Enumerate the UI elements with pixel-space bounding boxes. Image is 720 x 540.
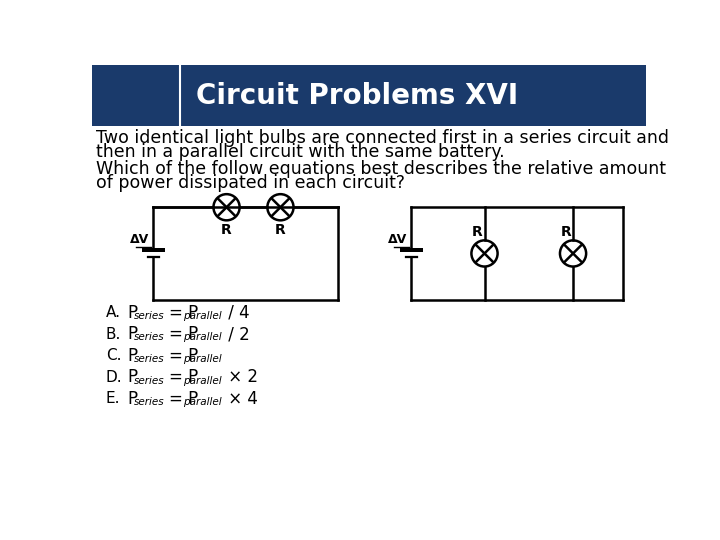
Text: ΔV: ΔV [388, 233, 408, 246]
Text: C.: C. [106, 348, 121, 363]
Bar [92, 65, 647, 126]
Text: R: R [221, 222, 232, 237]
Text: = P: = P [168, 368, 198, 387]
Text: ΔV: ΔV [130, 233, 150, 246]
Text: R: R [472, 225, 483, 239]
Bar [92, 126, 647, 481]
Text: B.: B. [106, 327, 121, 342]
Text: parallel: parallel [183, 354, 221, 364]
Text: series: series [134, 375, 165, 386]
Text: × 4: × 4 [222, 390, 258, 408]
Text: A.: A. [106, 305, 121, 320]
Text: = P: = P [168, 325, 198, 343]
Text: × 2: × 2 [222, 368, 258, 387]
Text: parallel: parallel [183, 311, 221, 321]
Text: P: P [127, 303, 138, 322]
Text: D.: D. [106, 370, 122, 385]
Text: P: P [127, 347, 138, 365]
Text: R: R [561, 225, 572, 239]
Text: / 4: / 4 [222, 303, 249, 322]
Text: P: P [127, 368, 138, 387]
Text: series: series [134, 397, 165, 407]
Text: = P: = P [168, 347, 198, 365]
Text: E.: E. [106, 392, 120, 407]
Text: R: R [275, 222, 286, 237]
Text: = P: = P [168, 390, 198, 408]
Text: / 2: / 2 [222, 325, 249, 343]
Text: then in a parallel circuit with the same battery.: then in a parallel circuit with the same… [96, 143, 504, 161]
Text: parallel: parallel [183, 397, 221, 407]
Text: parallel: parallel [183, 333, 221, 342]
Text: series: series [134, 311, 165, 321]
Text: P: P [127, 325, 138, 343]
Text: P: P [127, 390, 138, 408]
Text: series: series [134, 333, 165, 342]
Text: of power dissipated in each circuit?: of power dissipated in each circuit? [96, 174, 405, 192]
Text: series: series [134, 354, 165, 364]
Text: Circuit Problems XVI: Circuit Problems XVI [196, 82, 518, 110]
Text: Which of the follow equations best describes the relative amount: Which of the follow equations best descr… [96, 160, 666, 178]
Text: Two identical light bulbs are connected first in a series circuit and: Two identical light bulbs are connected … [96, 130, 669, 147]
Text: = P: = P [168, 303, 198, 322]
Text: parallel: parallel [183, 375, 221, 386]
